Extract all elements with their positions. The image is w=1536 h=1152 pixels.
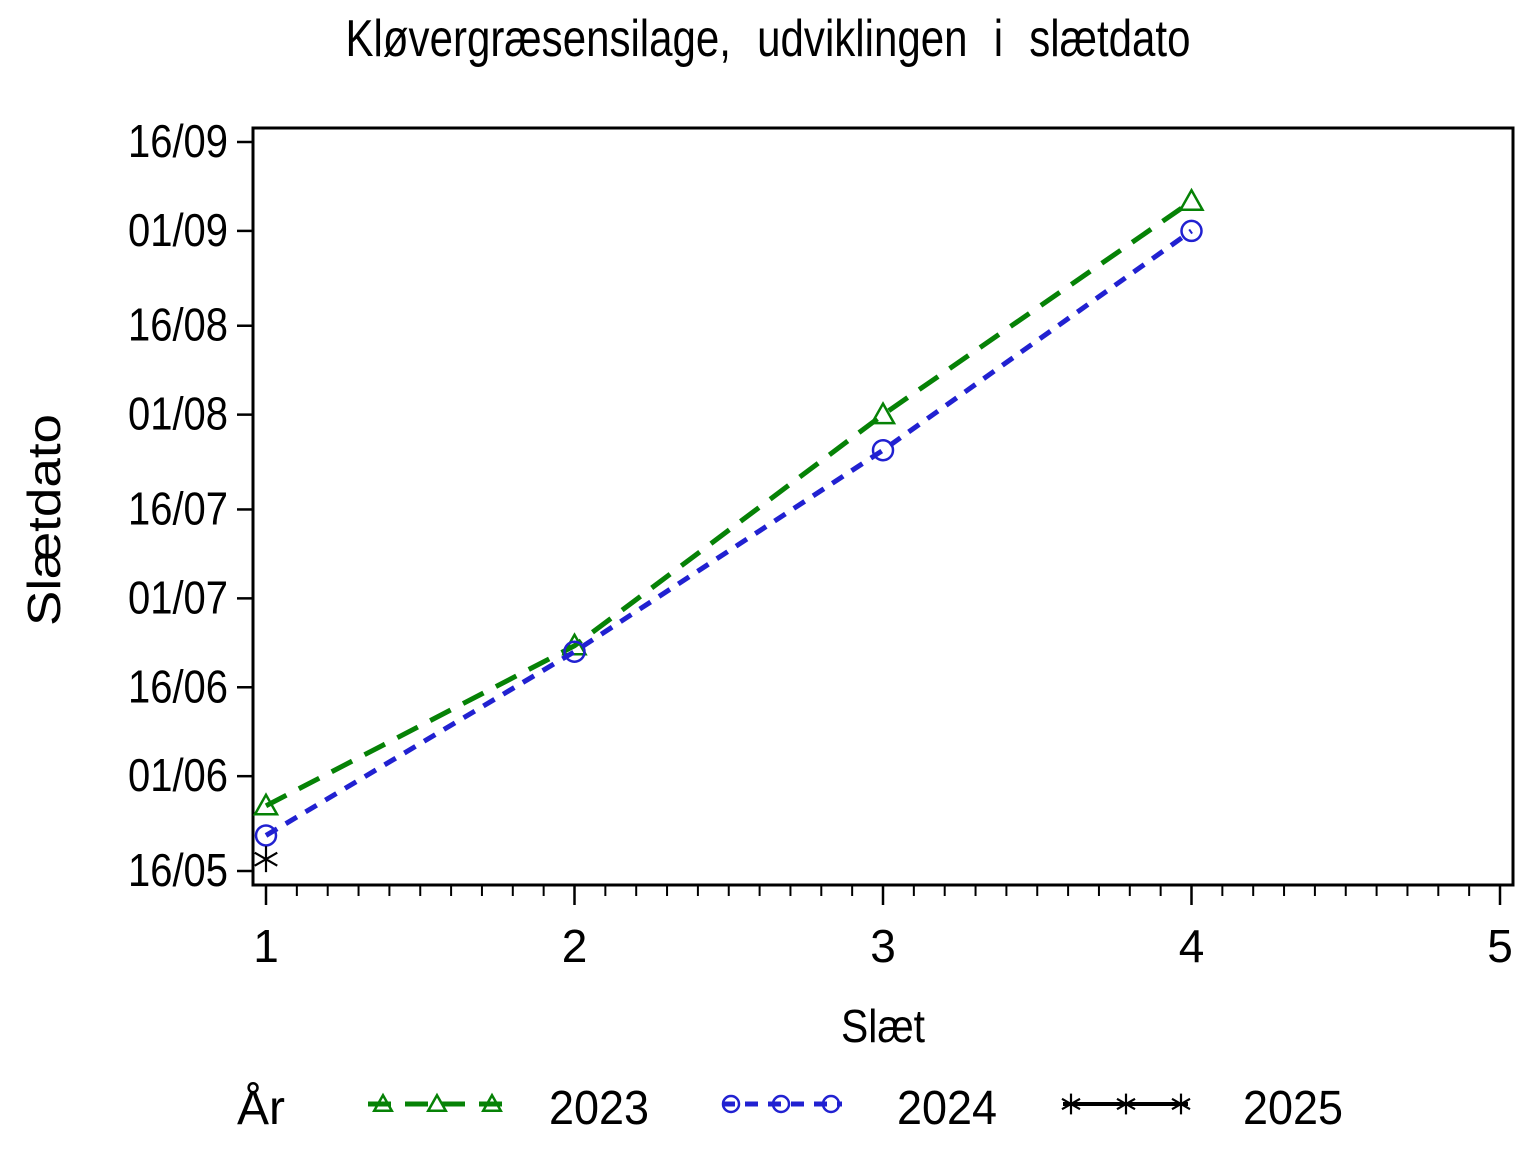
circle-marker	[721, 1094, 741, 1114]
circle-marker	[254, 824, 278, 847]
circle-marker	[771, 1094, 791, 1114]
circle-marker	[563, 640, 586, 663]
x-tick-label: 5	[1487, 920, 1513, 972]
circle-marker	[821, 1094, 841, 1114]
x-tick-label: 4	[1179, 920, 1205, 972]
y-tick-label: 01/06	[128, 749, 228, 801]
y-tick-label: 16/06	[128, 660, 228, 712]
legend-label-2024: 2024	[897, 1082, 997, 1135]
plot-frame	[251, 126, 1515, 887]
x-tick-label: 2	[562, 920, 588, 972]
legend-title: År	[237, 1082, 285, 1135]
y-axis-label: Slætdato	[18, 414, 70, 626]
series-line-2023	[264, 199, 1193, 809]
triangle-marker	[481, 1092, 503, 1113]
y-tick-label: 16/09	[128, 115, 228, 167]
x-axis-label: Slæt	[841, 1000, 925, 1052]
triangle-marker	[426, 1092, 448, 1113]
circle-marker	[871, 438, 895, 462]
y-tick-label: 16/07	[128, 482, 228, 534]
y-tick-label: 16/08	[128, 299, 228, 351]
legend: År 2023 2024 2025	[237, 1082, 1343, 1135]
triangle-marker	[869, 401, 897, 425]
triangle-marker	[252, 792, 280, 816]
legend-label-2025: 2025	[1243, 1082, 1343, 1135]
asterisk-marker	[1116, 1097, 1136, 1111]
chart-title: Kløvergræsensilage, udviklingen i slætda…	[346, 10, 1191, 68]
asterisk-marker	[1171, 1097, 1191, 1111]
y-tick-label: 01/09	[128, 204, 228, 256]
x-tick-label: 1	[253, 920, 279, 972]
y-tick-label: 01/08	[128, 388, 228, 440]
legend-label-2023: 2023	[549, 1082, 649, 1135]
triangle-marker	[1178, 187, 1205, 212]
asterisk-marker	[254, 851, 278, 867]
asterisk-marker	[1061, 1097, 1081, 1111]
triangle-marker	[372, 1092, 394, 1113]
plot-area: 16/09 01/09 16/08 01/08 16/07 01/07 16/06 01/06…	[128, 115, 1515, 972]
circle-marker	[1180, 219, 1203, 243]
x-tick-label: 3	[870, 920, 896, 972]
y-tick-label: 01/07	[128, 571, 228, 623]
y-tick-label: 16/05	[128, 844, 228, 896]
